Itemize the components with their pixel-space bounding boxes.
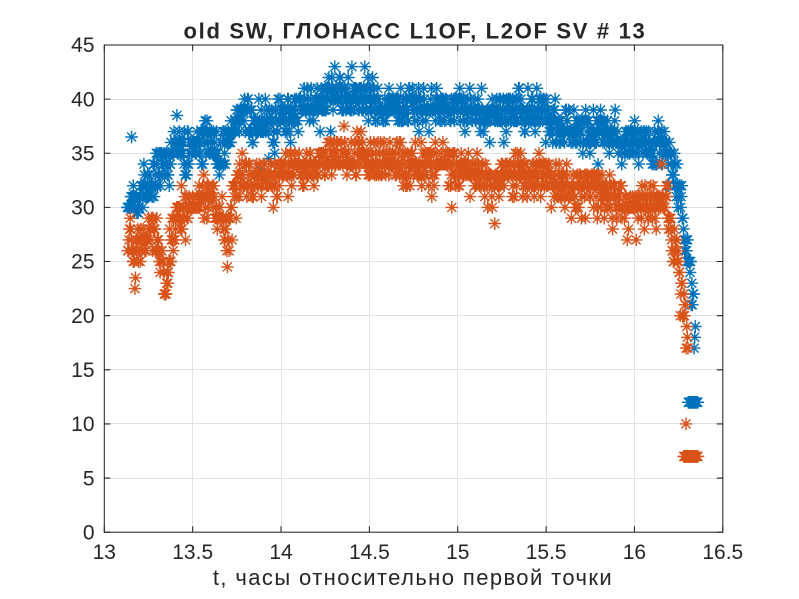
svg-text:5: 5 (83, 467, 95, 490)
svg-text:16: 16 (623, 541, 646, 564)
svg-text:35: 35 (71, 143, 94, 166)
svg-text:13: 13 (93, 541, 116, 564)
svg-text:14: 14 (269, 541, 293, 564)
svg-text:25: 25 (71, 251, 94, 274)
svg-text:45: 45 (71, 34, 94, 57)
svg-text:0: 0 (83, 521, 95, 544)
svg-text:14.5: 14.5 (349, 541, 390, 564)
svg-text:16.5: 16.5 (702, 541, 743, 564)
svg-text:t, часы относительно первой то: t, часы относительно первой точки (213, 565, 613, 590)
svg-text:old SW, ГЛОНАСС L1OF, L2OF SV: old SW, ГЛОНАСС L1OF, L2OF SV # 13 (184, 19, 647, 44)
svg-text:40: 40 (71, 88, 94, 111)
svg-text:15.5: 15.5 (526, 541, 567, 564)
svg-text:30: 30 (71, 197, 94, 220)
svg-text:20: 20 (71, 305, 94, 328)
svg-text:10: 10 (71, 413, 94, 436)
svg-text:13.5: 13.5 (172, 541, 213, 564)
svg-text:15: 15 (71, 359, 94, 382)
svg-text:15: 15 (446, 541, 469, 564)
